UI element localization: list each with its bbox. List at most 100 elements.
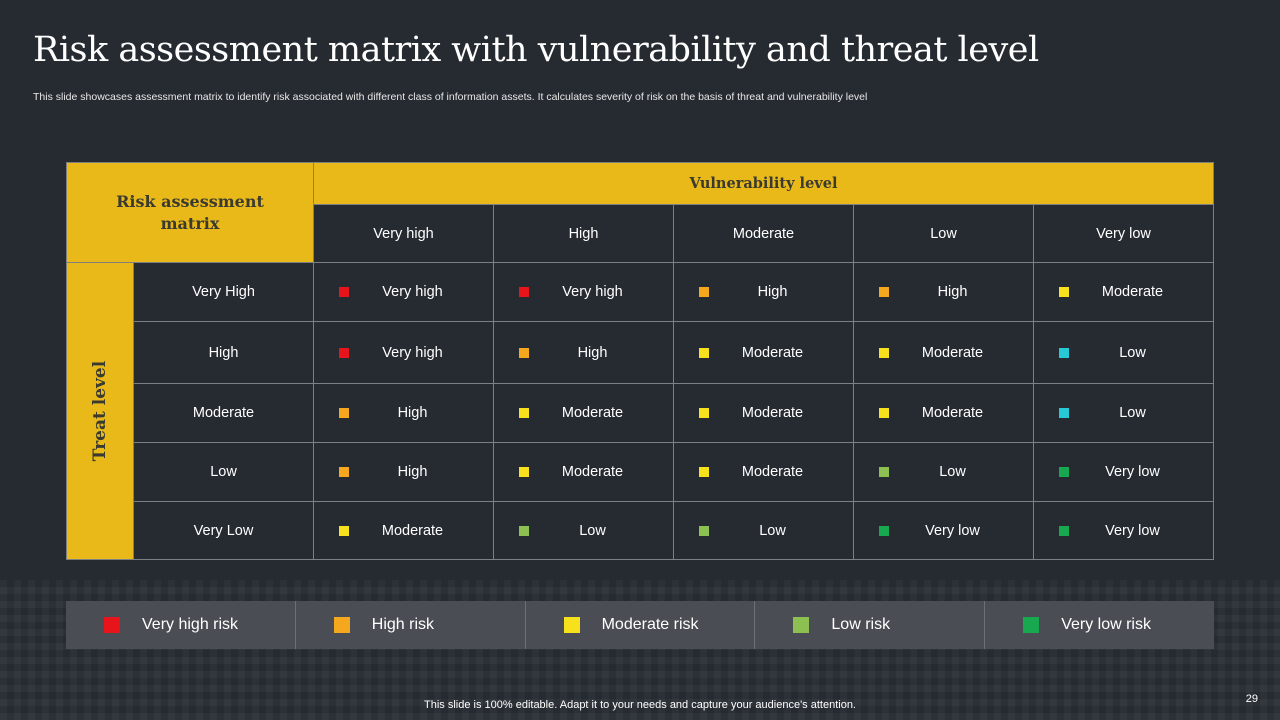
risk-indicator-icon bbox=[1059, 347, 1069, 358]
risk-cell-label: Low bbox=[939, 464, 966, 480]
risk-cell-label: High bbox=[397, 464, 428, 480]
risk-cell: Low bbox=[673, 501, 854, 560]
risk-cell-label: Very high bbox=[562, 284, 623, 300]
high-risk-swatch-icon bbox=[333, 617, 350, 633]
legend-label: Moderate risk bbox=[601, 616, 699, 633]
row-label: Very Low bbox=[133, 501, 314, 560]
risk-cell: Very low bbox=[1033, 442, 1214, 502]
slide-title: Risk assessment matrix with vulnerabilit… bbox=[33, 30, 1039, 70]
risk-indicator-icon bbox=[699, 467, 709, 477]
very-low-risk-swatch-icon bbox=[1023, 617, 1040, 633]
risk-cell-label: Very low bbox=[1105, 522, 1160, 539]
risk-cell-label: Very high bbox=[382, 284, 443, 300]
risk-indicator-icon bbox=[879, 408, 889, 418]
risk-indicator-icon bbox=[339, 287, 349, 297]
risk-cell: Moderate bbox=[853, 383, 1034, 443]
risk-indicator-icon bbox=[339, 347, 349, 358]
column-header: Very high bbox=[313, 204, 494, 263]
risk-cell-label: Moderate bbox=[741, 344, 804, 361]
risk-cell: High bbox=[853, 262, 1034, 322]
risk-cell-label: Moderate bbox=[561, 464, 624, 480]
risk-cell: High bbox=[313, 442, 494, 502]
matrix-corner-label: Risk assessment matrix bbox=[116, 191, 264, 233]
vulnerability-level-header: Vulnerability level bbox=[313, 162, 1214, 205]
risk-cell-label: Moderate bbox=[921, 344, 984, 361]
risk-cell-label: Low bbox=[1119, 344, 1146, 361]
risk-indicator-icon bbox=[339, 408, 349, 418]
risk-cell: Low bbox=[1033, 383, 1214, 443]
risk-indicator-icon bbox=[1059, 525, 1069, 536]
legend-label: Very low risk bbox=[1061, 616, 1151, 633]
risk-indicator-icon bbox=[1059, 287, 1069, 297]
risk-cell-label: Moderate bbox=[741, 464, 804, 480]
table-row: High Very high High Moderate Moderate Low bbox=[67, 321, 1214, 384]
risk-cell: Very low bbox=[1033, 501, 1214, 560]
row-label: Very High bbox=[133, 262, 314, 322]
risk-indicator-icon bbox=[519, 525, 529, 536]
risk-legend: Very high risk High risk Moderate risk L… bbox=[66, 601, 1214, 649]
risk-cell: Low bbox=[1033, 321, 1214, 384]
risk-cell: Very high bbox=[313, 321, 494, 384]
risk-cell-label: Moderate bbox=[741, 405, 804, 421]
risk-cell: High bbox=[313, 383, 494, 443]
risk-indicator-icon bbox=[699, 525, 709, 536]
column-header: Low bbox=[853, 204, 1034, 263]
legend-item: Low risk bbox=[755, 601, 986, 649]
column-header: Very low bbox=[1033, 204, 1214, 263]
risk-cell: Very high bbox=[313, 262, 494, 322]
risk-indicator-icon bbox=[1059, 467, 1069, 477]
risk-indicator-icon bbox=[339, 525, 349, 536]
risk-cell-label: Moderate bbox=[921, 405, 984, 421]
risk-cell: Moderate bbox=[673, 442, 854, 502]
risk-indicator-icon bbox=[699, 287, 709, 297]
risk-cell: Very low bbox=[853, 501, 1034, 560]
legend-item: Very high risk bbox=[66, 601, 296, 649]
table-row: Very Low Moderate Low Low Very low Very low bbox=[67, 501, 1214, 560]
risk-cell: Moderate bbox=[493, 442, 674, 502]
slide-subtitle: This slide showcases assessment matrix t… bbox=[33, 91, 868, 103]
risk-indicator-icon bbox=[699, 347, 709, 358]
risk-matrix-table: Risk assessment matrix Vulnerability lev… bbox=[66, 162, 1214, 560]
risk-indicator-icon bbox=[519, 408, 529, 418]
column-header-row: Very high High Moderate Low Very low bbox=[67, 204, 1214, 263]
risk-cell-label: Moderate bbox=[381, 522, 444, 539]
legend-item: Moderate risk bbox=[526, 601, 756, 649]
row-label: Moderate bbox=[133, 383, 314, 443]
low-risk-swatch-icon bbox=[793, 617, 810, 633]
legend-item: High risk bbox=[296, 601, 526, 649]
risk-cell: Low bbox=[493, 501, 674, 560]
risk-cell-label: High bbox=[937, 284, 968, 300]
risk-cell: Moderate bbox=[853, 321, 1034, 384]
risk-cell-label: High bbox=[757, 284, 788, 300]
risk-cell-label: Moderate bbox=[561, 405, 624, 421]
risk-indicator-icon bbox=[879, 347, 889, 358]
risk-cell: High bbox=[493, 321, 674, 384]
row-label: Low bbox=[133, 442, 314, 502]
footer-note: This slide is 100% editable. Adapt it to… bbox=[424, 699, 856, 711]
table-row: Moderate High Moderate Moderate Moderate Low bbox=[67, 383, 1214, 443]
moderate-risk-swatch-icon bbox=[563, 617, 580, 633]
legend-label: Low risk bbox=[831, 616, 891, 633]
risk-cell-label: Moderate bbox=[1101, 284, 1164, 300]
risk-indicator-icon bbox=[699, 408, 709, 418]
row-label: High bbox=[133, 321, 314, 384]
very-high-risk-swatch-icon bbox=[104, 617, 120, 633]
risk-indicator-icon bbox=[879, 467, 889, 477]
legend-label: High risk bbox=[371, 616, 435, 633]
matrix-corner-cell: Risk assessment matrix bbox=[66, 162, 314, 263]
threat-level-header: Treat level bbox=[90, 360, 110, 462]
risk-cell-label: Low bbox=[579, 522, 606, 539]
column-header: High bbox=[493, 204, 674, 263]
risk-cell-label: High bbox=[397, 405, 428, 421]
risk-indicator-icon bbox=[519, 467, 529, 477]
table-row: Low High Moderate Moderate Low Very low bbox=[67, 442, 1214, 502]
column-header: Moderate bbox=[673, 204, 854, 263]
risk-cell: Low bbox=[853, 442, 1034, 502]
risk-indicator-icon bbox=[519, 347, 529, 358]
risk-indicator-icon bbox=[879, 525, 889, 536]
risk-cell: Moderate bbox=[673, 321, 854, 384]
risk-indicator-icon bbox=[879, 287, 889, 297]
risk-cell: Moderate bbox=[493, 383, 674, 443]
risk-cell-label: High bbox=[577, 344, 608, 361]
risk-indicator-icon bbox=[1059, 408, 1069, 418]
